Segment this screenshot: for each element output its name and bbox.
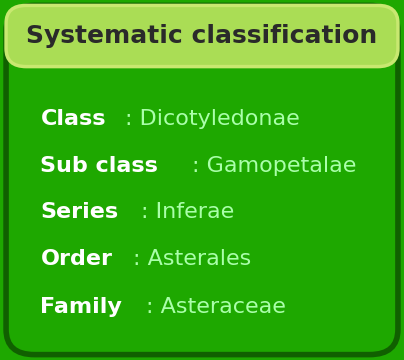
- FancyBboxPatch shape: [6, 5, 398, 67]
- Text: Series: Series: [40, 202, 118, 222]
- Text: Systematic classification: Systematic classification: [26, 24, 378, 48]
- FancyBboxPatch shape: [6, 5, 398, 355]
- Text: : Inferae: : Inferae: [141, 202, 234, 222]
- Text: : Asterales: : Asterales: [133, 249, 252, 269]
- Text: Order: Order: [40, 249, 112, 269]
- Text: Class: Class: [40, 109, 106, 129]
- Text: : Dicotyledonae: : Dicotyledonae: [125, 109, 300, 129]
- Text: Sub class: Sub class: [40, 156, 158, 176]
- Text: : Asteraceae: : Asteraceae: [146, 297, 286, 317]
- Text: : Gamopetalae: : Gamopetalae: [192, 156, 357, 176]
- Text: Family: Family: [40, 297, 122, 317]
